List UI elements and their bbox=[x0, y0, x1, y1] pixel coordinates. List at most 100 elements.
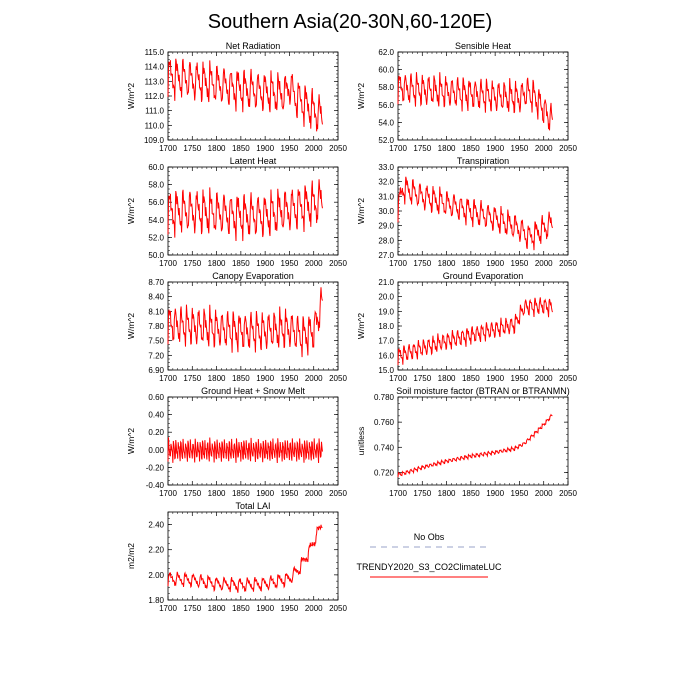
y-tick-label: 2.40 bbox=[148, 521, 164, 530]
legend: No Obs TRENDY2020_S3_CO2ClimateLUC bbox=[356, 532, 502, 578]
series-line-0 bbox=[397, 297, 553, 366]
x-tick-label: 1700 bbox=[159, 374, 177, 383]
x-tick-label: 1750 bbox=[183, 144, 201, 153]
panel-6: Ground Heat + Snow Melt 1700 1750 1800 1850 1… bbox=[126, 386, 347, 498]
y-tick-label: 52.0 bbox=[378, 136, 394, 145]
x-tick-label: 2000 bbox=[535, 259, 553, 268]
y-axis-label: unitless bbox=[356, 427, 366, 456]
x-tick-label: 2050 bbox=[329, 374, 347, 383]
y-tick-label: 110.0 bbox=[145, 121, 165, 130]
x-tick-label: 1750 bbox=[183, 604, 201, 613]
x-tick-label: 1900 bbox=[256, 604, 274, 613]
y-tick-label: 7.50 bbox=[148, 337, 164, 346]
x-tick-label: 1750 bbox=[413, 259, 431, 268]
panel-title: Soil moisture factor (BTRAN or BTRANMN) bbox=[396, 386, 570, 396]
panel-title: Sensible Heat bbox=[455, 41, 512, 51]
x-tick-label: 2000 bbox=[535, 489, 553, 498]
x-tick-label: 1700 bbox=[389, 374, 407, 383]
panel-0: Net Radiation 1700 1750 1800 1850 1900 1950 200… bbox=[126, 41, 347, 153]
x-tick-label: 1700 bbox=[159, 604, 177, 613]
y-tick-label: 7.20 bbox=[148, 351, 164, 360]
x-tick-label: 2050 bbox=[329, 144, 347, 153]
panel-title: Total LAI bbox=[235, 501, 270, 511]
y-tick-label: 8.10 bbox=[148, 307, 164, 316]
x-tick-label: 1800 bbox=[438, 374, 456, 383]
x-tick-label: 1850 bbox=[232, 604, 250, 613]
y-tick-label: 114.0 bbox=[145, 63, 165, 72]
x-tick-label: 1800 bbox=[438, 259, 456, 268]
panel-4: Canopy Evaporation 1700 1750 1800 1850 1900 19… bbox=[126, 271, 347, 383]
y-tick-label: 29.0 bbox=[378, 222, 394, 231]
y-tick-label: 31.0 bbox=[378, 192, 394, 201]
y-tick-label: 2.20 bbox=[148, 546, 164, 555]
x-tick-label: 1900 bbox=[256, 489, 274, 498]
x-tick-label: 1750 bbox=[413, 374, 431, 383]
x-tick-label: 1900 bbox=[486, 144, 504, 153]
panel-2: Latent Heat 1700 1750 1800 1850 1900 1950 2000 2… bbox=[126, 156, 347, 268]
y-tick-label: 32.0 bbox=[378, 178, 394, 187]
x-tick-label: 1950 bbox=[281, 144, 299, 153]
y-tick-label: 0.20 bbox=[148, 428, 164, 437]
x-tick-label: 1900 bbox=[256, 144, 274, 153]
x-tick-label: 1700 bbox=[159, 144, 177, 153]
y-tick-label: 0.760 bbox=[374, 418, 395, 427]
y-tick-label: 109.0 bbox=[144, 136, 165, 145]
y-tick-label: 112.0 bbox=[145, 92, 165, 101]
x-tick-label: 1900 bbox=[486, 489, 504, 498]
y-tick-label: 54.0 bbox=[378, 118, 394, 127]
x-tick-label: 1800 bbox=[208, 489, 226, 498]
y-tick-label: 8.40 bbox=[148, 293, 164, 302]
y-axis-label: W/m^2 bbox=[126, 313, 136, 339]
x-tick-label: 2050 bbox=[559, 144, 577, 153]
x-tick-label: 1800 bbox=[208, 144, 226, 153]
y-tick-label: -0.40 bbox=[146, 481, 165, 490]
y-tick-label: 15.0 bbox=[378, 366, 394, 375]
y-tick-label: 1.80 bbox=[148, 596, 164, 605]
x-tick-label: 1850 bbox=[462, 374, 480, 383]
y-tick-label: 50.0 bbox=[148, 251, 164, 260]
plot-frame bbox=[397, 281, 569, 371]
x-tick-label: 1800 bbox=[438, 144, 456, 153]
x-tick-label: 1900 bbox=[256, 374, 274, 383]
y-tick-label: 58.0 bbox=[148, 181, 164, 190]
panel-title: Ground Evaporation bbox=[443, 271, 524, 281]
series-line-0 bbox=[167, 287, 323, 358]
panel-3: Transpiration 1700 1750 1800 1850 1900 1950 200… bbox=[356, 156, 577, 268]
y-axis-label: m2/m2 bbox=[126, 543, 136, 569]
series-line-0 bbox=[167, 524, 323, 593]
panel-title: Ground Heat + Snow Melt bbox=[201, 386, 305, 396]
panel-5: Ground Evaporation 1700 1750 1800 1850 1900 19… bbox=[356, 271, 577, 383]
x-tick-label: 2000 bbox=[535, 144, 553, 153]
y-tick-label: 56.0 bbox=[378, 101, 394, 110]
series-line-0 bbox=[167, 58, 323, 132]
x-tick-label: 1900 bbox=[486, 374, 504, 383]
y-tick-label: 27.0 bbox=[378, 251, 394, 260]
x-tick-label: 1750 bbox=[413, 144, 431, 153]
x-tick-label: 2050 bbox=[559, 374, 577, 383]
series-line-0 bbox=[397, 176, 553, 251]
y-tick-label: 20.0 bbox=[378, 293, 394, 302]
y-tick-label: 52.0 bbox=[148, 233, 164, 242]
y-tick-label: 2.00 bbox=[148, 571, 164, 580]
y-tick-label: 62.0 bbox=[378, 48, 394, 57]
panel-title: Latent Heat bbox=[230, 156, 277, 166]
x-tick-label: 1950 bbox=[511, 259, 529, 268]
y-tick-label: -0.20 bbox=[146, 463, 165, 472]
x-tick-label: 1850 bbox=[462, 259, 480, 268]
y-tick-label: 0.780 bbox=[374, 393, 395, 402]
y-tick-label: 30.0 bbox=[378, 207, 394, 216]
x-tick-label: 1900 bbox=[256, 259, 274, 268]
x-tick-label: 2050 bbox=[559, 259, 577, 268]
plot-frame bbox=[167, 396, 339, 486]
figure-title: Southern Asia(20-30N,60-120E) bbox=[208, 11, 493, 33]
x-tick-label: 1800 bbox=[208, 259, 226, 268]
plot-frame bbox=[167, 511, 339, 601]
plot-frame bbox=[397, 396, 569, 486]
x-tick-label: 1950 bbox=[281, 489, 299, 498]
y-tick-label: 115.0 bbox=[145, 48, 165, 57]
x-tick-label: 2000 bbox=[305, 259, 323, 268]
y-tick-label: 28.0 bbox=[378, 236, 394, 245]
x-tick-label: 2050 bbox=[329, 259, 347, 268]
y-tick-label: 0.00 bbox=[148, 446, 164, 455]
y-tick-label: 113.0 bbox=[145, 77, 165, 86]
